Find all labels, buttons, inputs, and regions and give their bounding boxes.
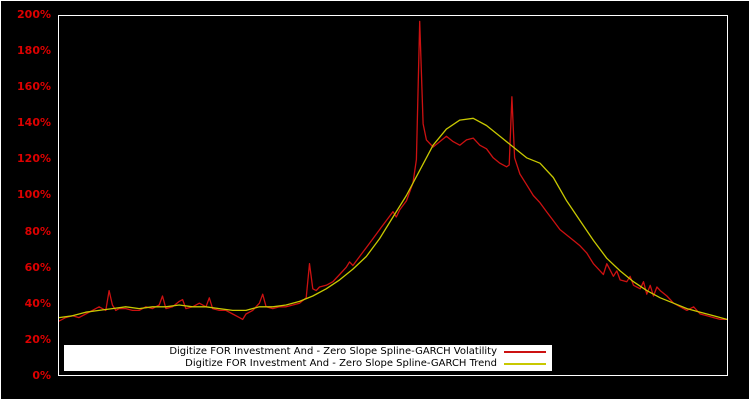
y-tick-label-120: 120% bbox=[17, 152, 51, 166]
legend: Digitize FOR Investment And - Zero Slope… bbox=[64, 345, 552, 371]
legend-sample-volatility bbox=[504, 351, 546, 353]
chart-svg bbox=[59, 20, 727, 322]
y-tick-label-160: 160% bbox=[17, 80, 51, 94]
legend-sample-trend bbox=[504, 363, 546, 365]
plot-area: Digitize FOR Investment And - Zero Slope… bbox=[58, 15, 728, 376]
y-tick-label-20: 20% bbox=[24, 332, 51, 346]
y-tick-label-180: 180% bbox=[17, 44, 51, 58]
legend-label-trend: Digitize FOR Investment And - Zero Slope… bbox=[185, 358, 497, 369]
series-line-trend bbox=[59, 117, 727, 321]
y-tick-label-60: 60% bbox=[24, 260, 51, 274]
y-tick-label-40: 40% bbox=[24, 296, 51, 310]
legend-item-volatility: Digitize FOR Investment And - Zero Slope… bbox=[64, 346, 552, 358]
legend-item-trend: Digitize FOR Investment And - Zero Slope… bbox=[64, 358, 552, 370]
legend-label-volatility: Digitize FOR Investment And - Zero Slope… bbox=[169, 346, 497, 357]
y-tick-label-80: 80% bbox=[24, 224, 51, 238]
y-tick-label-200: 200% bbox=[17, 8, 51, 21]
y-tick-label-0: 0% bbox=[32, 368, 51, 382]
y-tick-label-140: 140% bbox=[17, 116, 51, 130]
y-tick-label-100: 100% bbox=[17, 188, 51, 202]
y-axis: 200% 180% 160% 140% 120% 100% 80% 60% 40… bbox=[1, 9, 55, 381]
